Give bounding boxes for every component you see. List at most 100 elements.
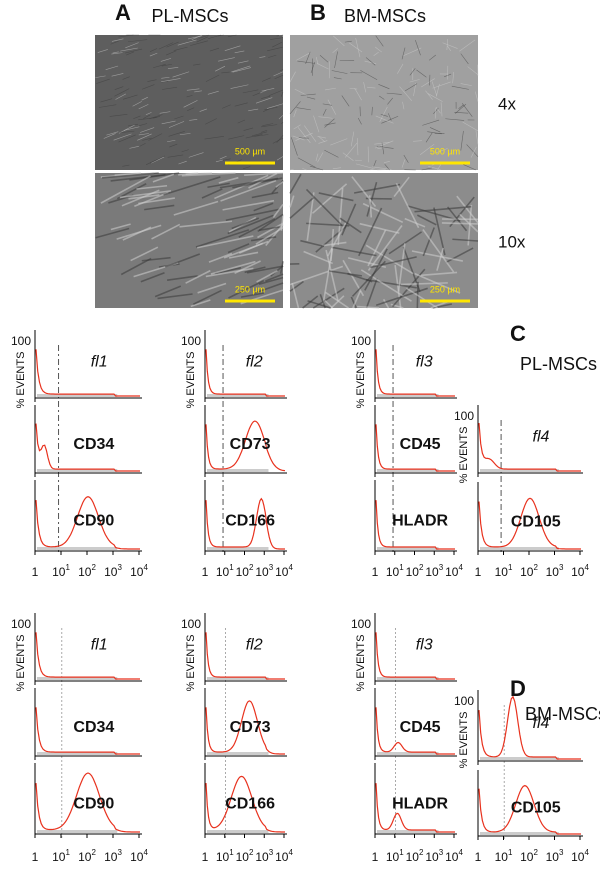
cell-texture [257, 213, 284, 233]
cell-texture [112, 51, 119, 54]
cell-texture [105, 65, 119, 70]
cell-texture [114, 88, 130, 97]
cell-texture [129, 145, 140, 149]
cell-texture [134, 191, 169, 207]
cell-texture [153, 116, 160, 119]
x-tick-label: 101 [52, 563, 70, 579]
histogram-curve [478, 497, 581, 550]
cell-texture [365, 244, 414, 275]
cell-texture [102, 172, 159, 179]
histogram-curve [205, 349, 285, 397]
cell-texture [183, 100, 198, 108]
cell-texture [365, 57, 376, 66]
cell-texture [261, 95, 271, 99]
histogram-curve [35, 423, 140, 472]
cell-texture [205, 267, 254, 278]
cell-texture [243, 127, 254, 131]
cell-texture [254, 282, 284, 294]
cell-texture [404, 217, 426, 228]
cell-texture [178, 160, 187, 165]
cell-texture [222, 158, 231, 161]
cell-texture [139, 123, 148, 127]
cell-texture [181, 172, 236, 177]
cell-texture [373, 160, 377, 167]
cell-texture [434, 107, 437, 119]
cell-texture [120, 130, 135, 134]
cell-texture [422, 229, 455, 273]
cell-texture [303, 250, 333, 265]
plot-label: CD34 [73, 719, 114, 736]
histogram-curve [35, 349, 140, 397]
scale-bar-label: 500 µm [235, 146, 265, 156]
cell-texture [413, 140, 422, 142]
x-tick-base: 10 [495, 565, 509, 579]
y-axis-label: % EVENTS [355, 635, 367, 692]
isotype-band [37, 752, 118, 755]
plot-label: fl3 [416, 354, 433, 371]
x-tick-label: 104 [130, 848, 148, 864]
cell-texture [140, 127, 155, 133]
x-tick-base: 1 [32, 565, 39, 579]
cell-texture [404, 83, 418, 92]
cell-texture [149, 114, 163, 119]
cell-texture [324, 122, 336, 126]
cell-texture [111, 52, 123, 55]
cell-texture [125, 48, 143, 54]
cell-texture [161, 120, 176, 125]
cell-texture [232, 67, 252, 73]
x-tick-exponent: 4 [143, 563, 148, 572]
isotype-band [480, 757, 559, 760]
x-tick-exponent: 2 [249, 848, 254, 857]
cell-texture [359, 222, 400, 234]
cell-texture [110, 173, 166, 182]
cell-texture [342, 259, 365, 297]
cell-texture [374, 46, 382, 53]
isotype-band [377, 677, 439, 680]
cell-texture [152, 63, 166, 69]
cell-texture [344, 40, 352, 43]
cell-texture [173, 200, 219, 216]
x-tick-label: 101 [495, 848, 513, 864]
plot-label: CD90 [73, 512, 114, 529]
x-tick-base: 10 [571, 565, 585, 579]
x-tick-exponent: 2 [249, 563, 254, 572]
cell-texture [270, 37, 284, 40]
x-tick-exponent: 1 [508, 848, 513, 857]
x-tick-exponent: 3 [117, 563, 122, 572]
cell-texture [309, 165, 324, 171]
x-tick-base: 10 [255, 565, 269, 579]
cell-texture [123, 126, 140, 131]
cell-texture [420, 271, 458, 277]
cell-texture [248, 108, 259, 112]
x-tick-label: 1 [372, 850, 379, 864]
cell-texture [306, 96, 316, 100]
x-tick-label: 103 [546, 563, 564, 579]
cell-texture [381, 142, 385, 155]
cell-texture [258, 226, 280, 232]
cell-texture [436, 247, 445, 271]
cell-texture [111, 73, 124, 77]
x-tick-label: 1 [475, 850, 482, 864]
cell-texture [251, 131, 268, 137]
cell-texture [349, 42, 363, 53]
cell-texture [304, 125, 317, 142]
x-tick-label: 104 [571, 563, 589, 579]
cell-texture [351, 176, 377, 207]
panel-title: PL-MSCs [520, 354, 597, 374]
histogram-curve [205, 497, 285, 550]
cell-texture [197, 235, 254, 249]
x-tick-exponent: 3 [559, 563, 564, 572]
histogram-curve [375, 632, 455, 680]
cell-texture [100, 98, 113, 103]
plot-label: HLADR [392, 512, 448, 529]
y-max-label: 100 [351, 617, 371, 631]
cell-texture [419, 143, 435, 155]
cell-texture [279, 69, 284, 72]
cell-texture [331, 246, 377, 257]
cell-texture [317, 152, 324, 163]
cell-texture [356, 138, 359, 156]
x-tick-exponent: 4 [288, 563, 293, 572]
cell-texture [440, 102, 443, 117]
cell-texture [95, 227, 130, 239]
cell-texture [125, 42, 139, 49]
